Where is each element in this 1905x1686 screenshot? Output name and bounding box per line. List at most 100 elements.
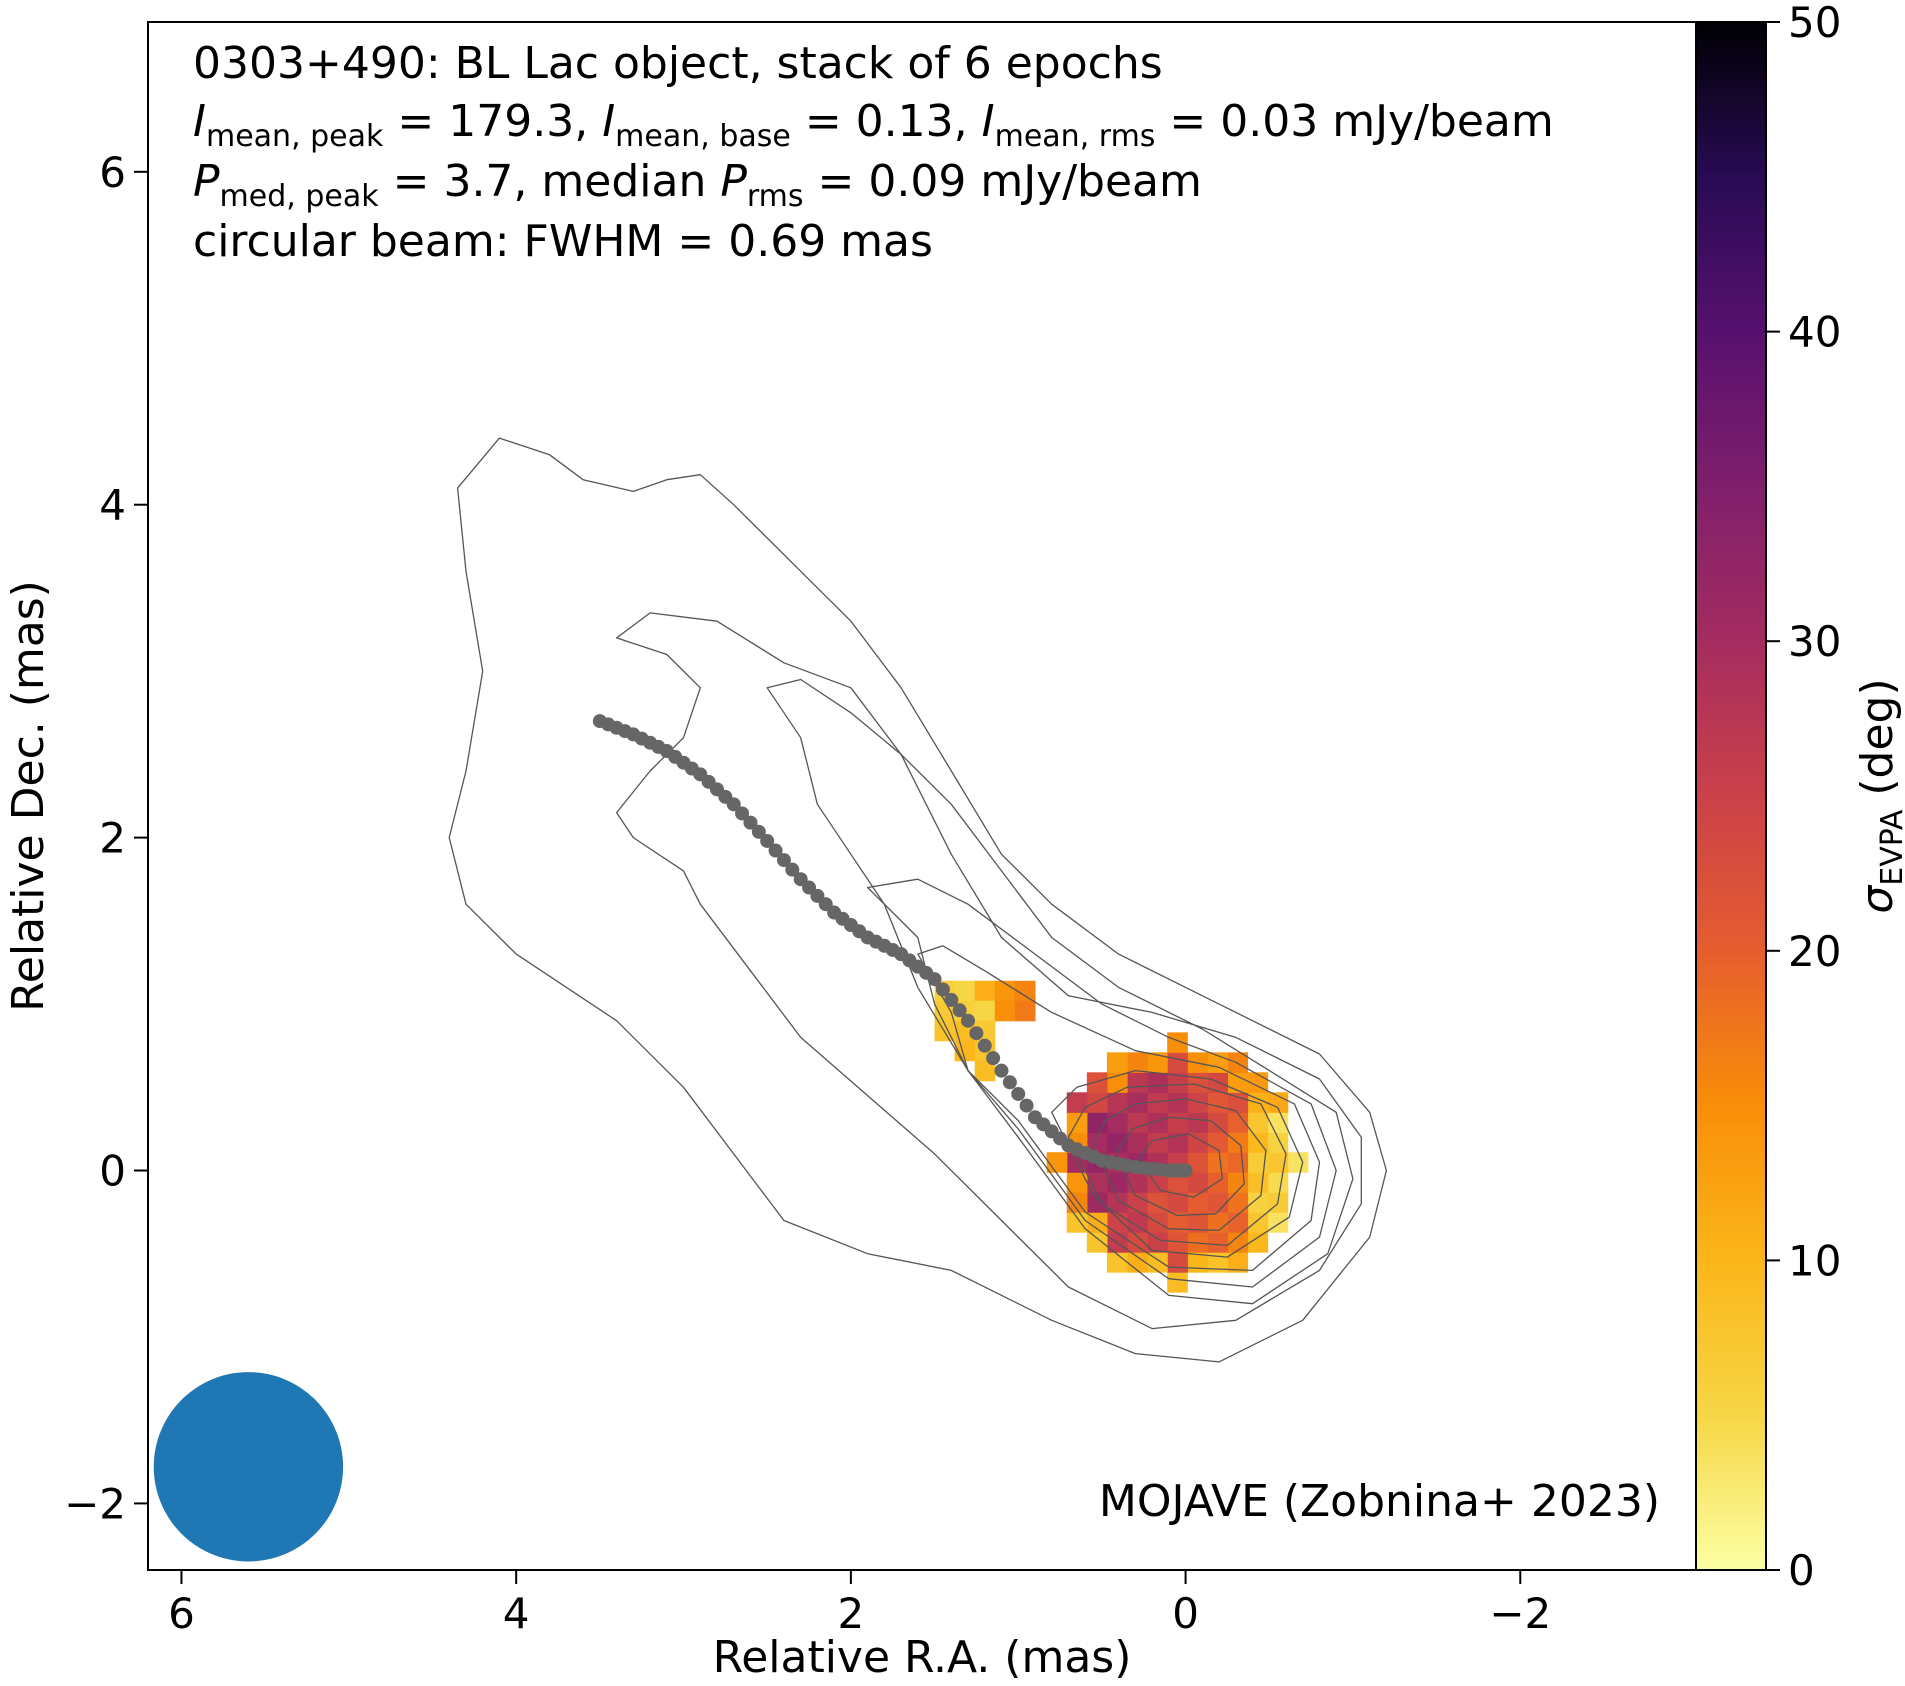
ridge-point [726,797,741,812]
colorbar-tick-label: 10 [1788,1236,1841,1285]
evpa-pixel [1086,1172,1108,1193]
evpa-pixel [1066,1212,1088,1233]
x-tick-label: −2 [1489,1589,1551,1638]
evpa-pixel [1106,1052,1128,1073]
ridge-point [743,815,758,830]
beam-ellipse [153,1372,344,1562]
evpa-pixel [974,1060,996,1082]
evpa-pixel [1106,1132,1128,1153]
evpa-pixel [1127,1092,1148,1113]
evpa-pixel [1247,1112,1269,1133]
colorbar-tick-label: 0 [1788,1546,1815,1595]
x-tick-label: 6 [168,1589,195,1638]
y-tick-label: 4 [99,481,126,530]
ridge-point [952,1003,967,1018]
ridge-point [1011,1086,1026,1101]
colorbar-tick-label: 30 [1788,617,1841,666]
y-tick-label: 2 [99,814,126,863]
contour-line [917,945,1321,1272]
evpa-pixel [1207,1112,1229,1133]
evpa-pixel [1147,1052,1168,1073]
evpa-pixel [1227,1212,1249,1233]
evpa-pixel [1187,1172,1208,1193]
colorbar-tick-label: 50 [1788,0,1841,47]
x-tick-label: 4 [503,1589,530,1638]
evpa-pixel [1127,1212,1148,1233]
evpa-pixel [1207,1192,1229,1213]
evpa-pixel [1106,1212,1128,1233]
ridge-point [785,862,800,877]
ridge-point [927,972,942,987]
evpa-pixel [1187,1152,1208,1173]
ridge-point [1019,1098,1034,1113]
evpa-pixel [1167,1272,1188,1293]
evpa-pixel [994,1000,1016,1022]
evpa-pixel [1086,1092,1108,1113]
ridge-point [977,1038,992,1053]
evpa-pixel [1227,1252,1249,1273]
x-tick-label: 2 [838,1589,865,1638]
contour-line [1067,1083,1287,1247]
evpa-pixel [1227,1172,1249,1193]
evpa-pixel [1014,1000,1036,1022]
evpa-pixel [1086,1192,1108,1213]
evpa-pixel [1207,1132,1229,1153]
evpa-pixel [1014,980,1036,1002]
evpa-pixel [1147,1132,1168,1153]
evpa-pixel [1167,1052,1188,1073]
evpa-pixel [1167,1232,1188,1253]
ridge-point [760,833,775,848]
evpa-pixel [1167,1032,1188,1053]
evpa-pixel [1147,1112,1168,1133]
evpa-pixel [1207,1152,1229,1173]
evpa-pixel [1147,1092,1168,1113]
evpa-pixel [1207,1232,1229,1253]
colorbar-title: σEVPA (deg) [1852,678,1905,913]
annotation-polarization: Pmed, peak = 3.7, median Prms = 0.09 mJy… [193,156,1202,214]
evpa-pixel [1106,1252,1128,1273]
evpa-pixel [1227,1092,1249,1113]
jet-ridge-line [592,714,1193,1178]
ridge-point [1002,1075,1017,1090]
evpa-pixel [1106,1192,1128,1213]
contour-line [1114,1116,1245,1217]
annotation-source: 0303+490: BL Lac object, stack of 6 epoc… [193,38,1163,89]
evpa-pixel [1106,1092,1128,1113]
ridge-point [768,843,783,858]
ridge-point [751,824,766,839]
evpa-pixel [1227,1152,1249,1173]
colorbar [1695,21,1767,1571]
evpa-pixel [1187,1112,1208,1133]
evpa-pixel [1187,1092,1208,1113]
evpa-pixel [974,980,996,1002]
x-tick-label: 0 [1172,1589,1199,1638]
evpa-pixel [1187,1232,1208,1253]
evpa-pixel [1267,1092,1289,1113]
y-tick-label: 0 [99,1147,126,1196]
annotation-intensity: Imean, peak = 179.3, Imean, base = 0.13,… [193,96,1554,154]
evpa-pixel [1287,1152,1309,1173]
y-tick-label: 6 [99,148,126,197]
evpa-pixel [974,1000,996,1022]
evpa-pixel [1086,1232,1108,1253]
evpa-pixel [1167,1112,1188,1133]
evpa-pixel [1127,1252,1148,1273]
evpa-pixel [954,980,976,1002]
contour-line [1138,1133,1224,1198]
contour-line [1051,1069,1304,1258]
evpa-pixel [1267,1132,1289,1153]
evpa-pixel [1187,1212,1208,1233]
evpa-pixel [1127,1192,1148,1213]
x-axis-ticks: 6 4 2 0 −2 [168,1570,1551,1638]
evpa-pixel [1247,1172,1269,1193]
ridge-point [961,1013,976,1028]
contour-line [1092,1098,1267,1232]
evpa-pixel [1227,1052,1249,1073]
evpa-pixel [1167,1072,1188,1093]
colorbar-tick-label: 40 [1788,308,1841,357]
evpa-pixel [1247,1152,1269,1173]
evpa-pixel [1167,1252,1188,1273]
evpa-pixel [1227,1192,1249,1213]
evpa-pixel [1106,1112,1128,1133]
contour-line [866,878,1337,1288]
